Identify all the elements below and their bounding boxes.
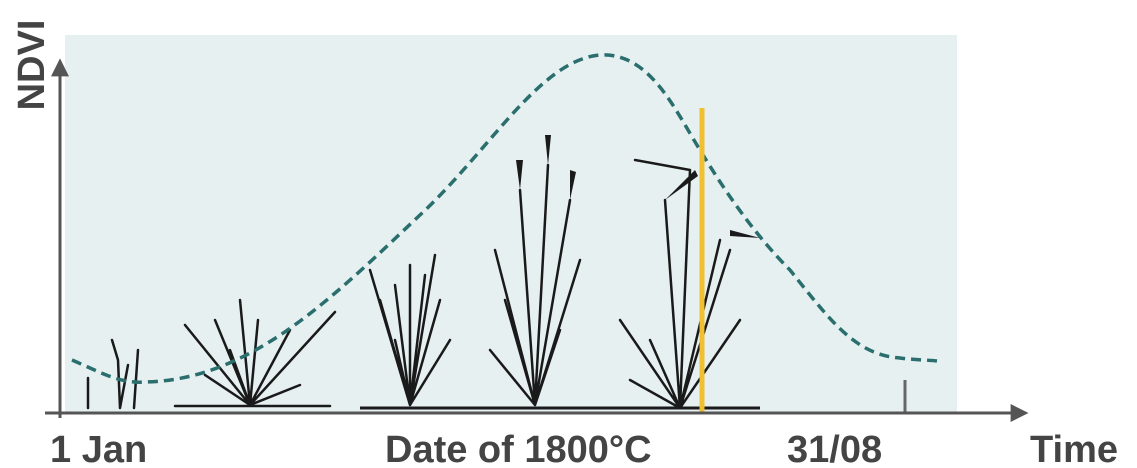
- plot-background: [65, 35, 957, 413]
- x-label: 31/08: [787, 429, 882, 468]
- x-label: 1 Jan: [50, 429, 147, 468]
- x-label: Date of 1800°C: [385, 429, 652, 468]
- y-axis-label: NDVI: [11, 20, 53, 111]
- plants: [86, 135, 760, 410]
- ndvi-curve: [71, 53, 938, 384]
- x-axis-title: Time: [1030, 429, 1118, 468]
